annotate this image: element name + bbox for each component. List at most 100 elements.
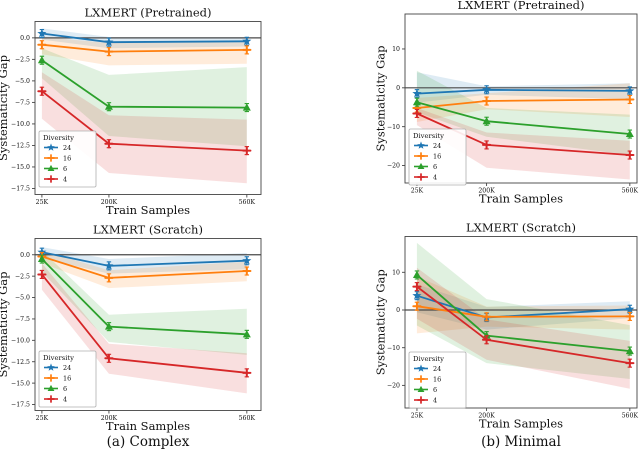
ci-band-diversity-4: [416, 267, 630, 389]
series-diversity-6: [412, 97, 634, 139]
ci-band-diversity-16: [416, 83, 630, 122]
triangle-marker: [104, 322, 113, 330]
triangle-marker: [625, 346, 634, 355]
chart-title: LXMERT (Pretrained): [457, 0, 584, 12]
plus-marker: [481, 335, 492, 345]
legend-entry-label: 6: [63, 165, 67, 173]
x-tick-label: 25K: [36, 199, 49, 206]
y-tick-label: −5.0: [15, 78, 30, 85]
ci-band-diversity-16: [41, 250, 247, 289]
legend-entry-label: 6: [63, 385, 67, 393]
ci-band-diversity-24: [41, 247, 247, 274]
legend-entry-label: 16: [433, 375, 441, 383]
star-marker: [47, 143, 55, 151]
triangle-marker: [37, 56, 46, 64]
y-tick-label: −15.0: [11, 380, 30, 387]
y-tick-label: −17.5: [11, 402, 30, 409]
star-marker: [37, 247, 47, 257]
plus-marker: [412, 108, 422, 119]
legend-box: [38, 350, 97, 408]
caption-minimal: (b) Minimal: [481, 434, 561, 450]
series-diversity-6: [37, 254, 251, 339]
chart-complex-pretrained: 0.0 −2.5 −5.0 −7.5 −10.0 −12.5 −15.0 −17.5 25K 20…: [0, 0, 320, 227]
y-tick-label: −10: [387, 345, 400, 352]
legend-entry-label: 6: [433, 386, 437, 394]
y-tick-label: −2.5: [15, 273, 30, 280]
ci-bands: [41, 247, 247, 394]
plus-marker: [242, 368, 252, 378]
plus-marker: [625, 358, 635, 368]
plus-marker: [242, 266, 252, 276]
x-tick-label: 200K: [478, 188, 495, 195]
chart-svg-complex-pretrained: 0.0 −2.5 −5.0 −7.5 −10.0 −12.5 −15.0 −17.5 25K 20…: [0, 6, 262, 217]
plus-marker: [417, 173, 425, 181]
legend-title: Diversity: [43, 134, 74, 142]
y-tick-label: −20: [387, 163, 400, 170]
chart-minimal-scratch: 10 0 −10 −20 25K 200K 560K LXMERT (Scratch) Trai…: [320, 221, 640, 454]
plot-border: [34, 238, 262, 411]
y-tick-label: −17.5: [11, 186, 30, 193]
x-tick-label: 25K: [411, 413, 424, 420]
caption-complex: (a) Complex: [106, 434, 190, 450]
chart-title: LXMERT (Scratch): [93, 223, 203, 237]
ci-band-diversity-24: [416, 284, 630, 330]
legend-box: [408, 128, 467, 186]
triangle-marker: [412, 97, 421, 106]
y-tick-label: −2.5: [15, 57, 30, 64]
star-marker: [412, 88, 422, 98]
x-tick-label: 560K: [622, 413, 639, 420]
legend-entry-label: 4: [63, 395, 67, 403]
plus-marker: [47, 395, 55, 403]
y-tick-label: −5.0: [15, 295, 30, 302]
star-marker: [417, 364, 425, 372]
triangle-marker: [412, 270, 421, 278]
triangle-marker: [242, 330, 251, 338]
triangle-marker: [417, 385, 425, 393]
y-tick-label: 0: [396, 307, 400, 314]
y-axis-label: Systematicity Gap: [374, 269, 388, 375]
legend-title: Diversity: [413, 132, 444, 140]
star-marker: [482, 84, 492, 94]
y-tick-label: −10.0: [11, 338, 30, 345]
series-diversity-4: [412, 282, 635, 368]
chart-complex-scratch: 0.0 −2.5 −5.0 −7.5 −10.0 −12.5 −15.0 −17.5 25K 20…: [0, 223, 320, 454]
x-tick-label: 200K: [101, 199, 118, 206]
plus-marker: [242, 146, 252, 156]
series-diversity-16: [37, 251, 252, 283]
ci-band-diversity-4: [416, 108, 630, 180]
plus-marker: [242, 45, 252, 55]
y-tick-label: −7.5: [15, 316, 30, 323]
y-tick-label: 10: [392, 46, 400, 53]
x-tick-label: 560K: [239, 199, 256, 206]
plus-marker: [104, 47, 114, 57]
plus-marker: [104, 353, 114, 363]
star-marker: [104, 37, 114, 47]
x-axis-label: Train Samples: [106, 419, 190, 433]
legend-entry-label: 4: [63, 175, 67, 183]
series-diversity-16: [37, 40, 252, 57]
legend-entry-label: 16: [433, 152, 441, 160]
legend-entry-label: 24: [433, 365, 441, 373]
axes: 0.0 −2.5 −5.0 −7.5 −10.0 −12.5 −15.0 −17.5 25K 20…: [11, 21, 262, 206]
triangle-marker: [47, 164, 55, 172]
chart-title: LXMERT (Pretrained): [84, 6, 211, 20]
y-tick-label: 0: [396, 85, 400, 92]
chart-svg-minimal-scratch: 10 0 −10 −20 25K 200K 560K LXMERT (Scratch) Trai…: [374, 221, 639, 431]
y-tick-label: −20: [387, 383, 400, 390]
ci-band-diversity-6: [41, 250, 247, 355]
legend-entry-label: 24: [433, 142, 441, 150]
legend: Diversity 24 16 6 4: [38, 350, 97, 408]
axes: 10 0 −10 −20 25K 200K 560K: [387, 236, 639, 420]
plus-marker: [481, 312, 492, 322]
x-tick-label: 200K: [101, 415, 118, 422]
y-tick-label: −15.0: [11, 164, 30, 171]
y-tick-label: −7.5: [15, 100, 30, 107]
y-tick-label: 0.0: [20, 252, 30, 259]
legend-entry-label: 16: [63, 154, 71, 162]
legend-entry-label: 16: [63, 374, 71, 382]
series-diversity-6: [37, 55, 251, 113]
x-tick-label: 560K: [239, 415, 256, 422]
axes: 0.0 −2.5 −5.0 −7.5 −10.0 −12.5 −15.0 −17.5 25K 20…: [11, 238, 262, 422]
y-tick-label: −10: [387, 124, 400, 131]
plus-marker: [47, 175, 55, 183]
